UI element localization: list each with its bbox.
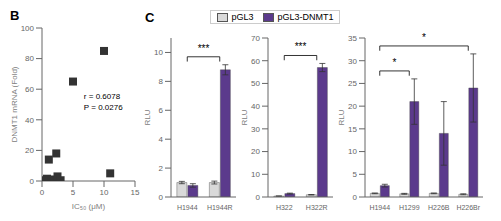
- svg-text:40: 40: [25, 116, 34, 125]
- svg-text:5: 5: [353, 170, 358, 179]
- html-text:C: C: [145, 9, 155, 25]
- svg-text:H1944R: H1944R: [207, 204, 233, 211]
- svg-text:20: 20: [25, 146, 34, 155]
- svg-text:10: 10: [154, 48, 163, 57]
- svg-text:30: 30: [251, 125, 260, 134]
- svg-text:IC₅₀ (μM): IC₅₀ (μM): [72, 202, 106, 211]
- svg-text:50: 50: [251, 79, 260, 88]
- svg-text:H1944: H1944: [369, 204, 390, 211]
- svg-text:80: 80: [25, 54, 34, 63]
- html-text:pGL3: pGL3: [231, 12, 254, 22]
- svg-text:H322: H322: [276, 204, 293, 211]
- svg-text:RLU: RLU: [337, 109, 346, 125]
- html-text:P = 0.0276: P = 0.0276: [83, 103, 123, 113]
- svg-text:H1299: H1299: [399, 204, 420, 211]
- svg-text:H226B: H226B: [428, 204, 450, 211]
- svg-text:0: 0: [40, 188, 45, 197]
- svg-text:100: 100: [21, 24, 35, 33]
- svg-text:10: 10: [348, 147, 357, 156]
- svg-text:0: 0: [353, 193, 358, 202]
- svg-text:10: 10: [100, 188, 109, 197]
- svg-text:35: 35: [348, 34, 357, 43]
- svg-text:30: 30: [348, 57, 357, 66]
- html-text:pGL3-DNMT1: pGL3-DNMT1: [277, 12, 334, 22]
- svg-text:60: 60: [25, 85, 34, 94]
- svg-text:0: 0: [159, 193, 164, 202]
- svg-text:20: 20: [348, 102, 357, 111]
- svg-text:H1944: H1944: [177, 204, 198, 211]
- svg-text:40: 40: [251, 102, 260, 111]
- svg-text:H322R: H322R: [306, 204, 328, 211]
- svg-text:RLU: RLU: [143, 109, 152, 125]
- html-text:r = 0.6078: r = 0.6078: [83, 92, 121, 102]
- svg-text:DNMT1 mRNA (Fold): DNMT1 mRNA (Fold): [10, 66, 19, 142]
- svg-text:*: *: [422, 32, 426, 43]
- svg-text:15: 15: [348, 125, 357, 134]
- svg-text:70: 70: [251, 34, 260, 43]
- svg-text:20: 20: [251, 147, 260, 156]
- svg-text:5: 5: [71, 188, 76, 197]
- svg-text:RLU: RLU: [240, 109, 249, 125]
- svg-text:0: 0: [256, 193, 261, 202]
- svg-text:6: 6: [159, 106, 164, 115]
- svg-text:***: ***: [295, 41, 307, 52]
- svg-text:10: 10: [251, 170, 260, 179]
- svg-text:***: ***: [198, 43, 210, 54]
- svg-text:25: 25: [348, 79, 357, 88]
- svg-text:0: 0: [30, 177, 35, 186]
- svg-text:8: 8: [159, 77, 164, 86]
- svg-text:4: 4: [159, 135, 164, 144]
- svg-text:2: 2: [159, 164, 164, 173]
- svg-text:15: 15: [131, 188, 140, 197]
- svg-text:H226Br: H226Br: [456, 204, 480, 211]
- svg-text:60: 60: [251, 57, 260, 66]
- svg-text:*: *: [393, 57, 397, 68]
- html-text:B: B: [10, 8, 20, 23]
